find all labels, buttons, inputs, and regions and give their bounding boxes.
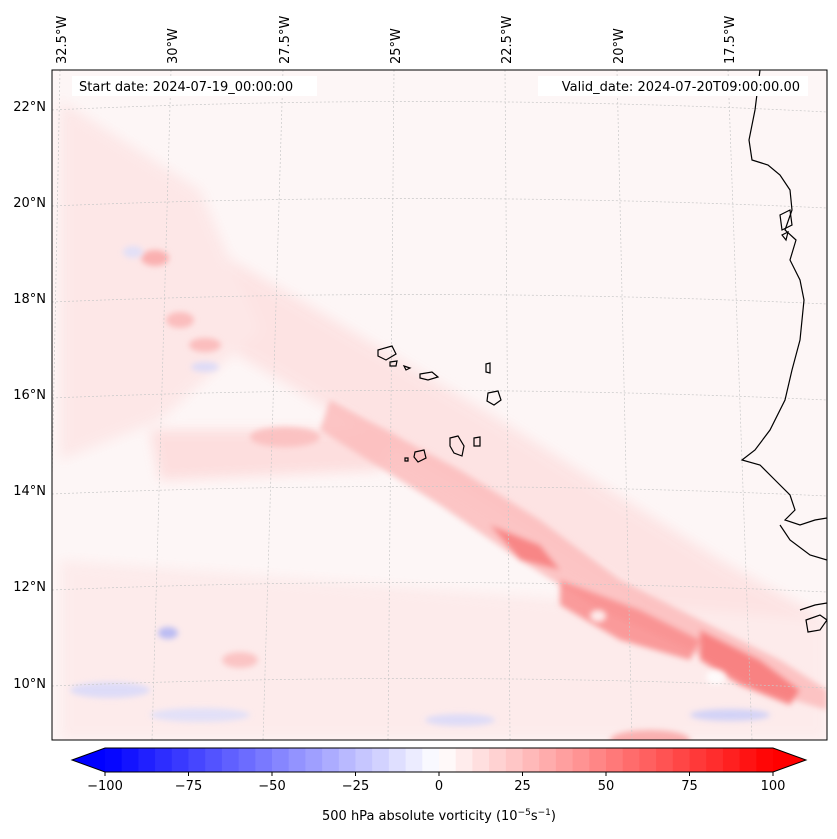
colorbar-step [188,748,206,772]
colorbar-step [388,748,407,772]
colorbar-step [656,748,674,772]
lat-label-10n: 10°N [13,677,46,692]
coastline [740,70,827,633]
lon-label-20w: 20°W [612,28,627,64]
lat-label-22n: 22°N [13,100,46,115]
lon-label-30w: 30°W [166,28,181,64]
colorbar-step [756,748,774,772]
lon-label-17-5w: 17.5°W [723,16,738,64]
colorbar-step [322,748,340,772]
colorbar-tick-label: 100 [761,779,786,794]
lon-label-22-5w: 22.5°W [500,16,515,64]
colorbar-step [405,748,423,772]
colorbar-step [105,748,123,772]
colorbar-step [205,748,223,772]
valid-date: Valid_date: 2024-07-20T09:00:00.00 [562,80,800,95]
colorbar-step [372,748,390,772]
colorbar-step [722,748,741,772]
colorbar-tick-label: 25 [514,779,531,794]
colorbar-step [155,748,173,772]
colorbar-tick-label: −75 [175,779,202,794]
colorbar-step [255,748,273,772]
colorbar-step [338,748,357,772]
colorbar-step [272,748,290,772]
longitude-labels: 32.5°W 30°W 27.5°W 25°W 22.5°W 20°W 17.5… [55,16,738,64]
lon-label-32-5w: 32.5°W [55,16,70,64]
lat-label-20n: 20°N [13,196,46,211]
start-date: Start date: 2024-07-19_00:00:00 [79,80,293,95]
colorbar-step [171,748,190,772]
colorbar-step [689,748,707,772]
colorbar-tick-label: 50 [598,779,615,794]
colorbar-step [706,748,724,772]
colorbar-step [555,748,574,772]
colorbar-tick-label: −25 [342,779,369,794]
colorbar: −100 −75 −50 −25 0 25 50 75 100 500 hPa absolute… [70,747,808,824]
colorbar-tick-label: 75 [681,779,698,794]
map-panel: Start date: 2024-07-19_00:00:00 Valid_da… [52,70,827,740]
lat-label-18n: 18°N [13,292,46,307]
colorbar-extend-max [773,748,806,772]
colorbar-step [288,748,306,772]
colorbar-step [455,748,473,772]
colorbar-step [622,748,640,772]
valid-date-box [538,76,808,96]
lon-label-25w: 25°W [389,28,404,64]
vorticity-field [60,100,827,740]
colorbar-step [489,748,507,772]
colorbar-step [505,748,524,772]
colorbar-step [221,748,240,772]
colorbar-extend-min [72,748,105,772]
colorbar-step [672,748,691,772]
colorbar-step [422,748,440,772]
colorbar-step [138,748,156,772]
colorbar-step [606,748,624,772]
lat-label-12n: 12°N [13,580,46,595]
colorbar-step [589,748,607,772]
lon-label-27-5w: 27.5°W [278,16,293,64]
colorbar-step [355,748,373,772]
colorbar-steps [105,748,774,772]
colorbar-step [472,748,490,772]
cape-verde-islands [377,345,502,463]
colorbar-step [439,748,457,772]
colorbar-step [522,748,540,772]
lat-label-16n: 16°N [13,388,46,403]
africa-coastline [740,70,827,526]
lat-label-14n: 14°N [13,484,46,499]
colorbar-tick-label: 0 [435,779,443,794]
colorbar-step [739,748,757,772]
colorbar-tick-label: −100 [87,779,123,794]
colorbar-tick-label: −50 [258,779,285,794]
colorbar-step [539,748,557,772]
map-frame [51,69,828,741]
start-date-box [72,76,317,96]
colorbar-label: 500 hPa absolute vorticity (10−5s−1) [322,808,556,824]
colorbar-step [238,748,256,772]
colorbar-ticks: −100 −75 −50 −25 0 25 50 75 100 [87,772,785,794]
gridlines [52,70,827,740]
colorbar-step [639,748,657,772]
latitude-labels: 22°N 20°N 18°N 16°N 14°N 12°N 10°N [13,100,46,692]
colorbar-step [121,748,139,772]
colorbar-step [572,748,590,772]
colorbar-step [305,748,323,772]
